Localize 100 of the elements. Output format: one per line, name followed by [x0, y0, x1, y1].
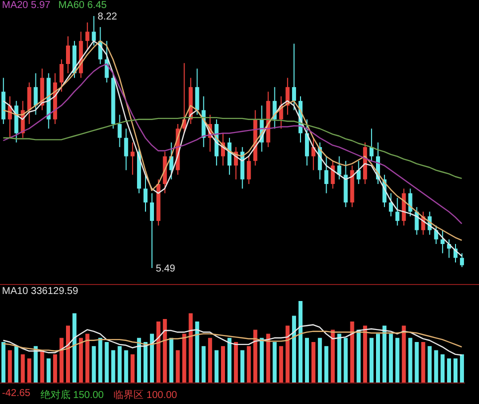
candlestick — [337, 156, 342, 180]
bar — [344, 338, 348, 383]
bar — [27, 358, 32, 383]
candlestick — [434, 225, 438, 244]
bar — [20, 354, 25, 383]
bar — [208, 338, 212, 383]
candlestick — [195, 68, 200, 116]
bar — [169, 338, 174, 383]
candlestick — [246, 156, 251, 184]
text: MA10 336129.59 — [2, 286, 78, 297]
bar — [356, 330, 361, 383]
bar — [414, 342, 419, 383]
bar — [156, 322, 160, 383]
bar — [66, 326, 70, 383]
bar — [14, 346, 18, 383]
bar — [324, 346, 328, 383]
annotation: 5.49 — [156, 264, 176, 275]
bar — [388, 334, 393, 383]
bar — [434, 350, 438, 383]
text: MA20 5.97 — [2, 0, 50, 11]
bar — [202, 346, 206, 383]
text: 绝对底 150.00 — [40, 388, 104, 402]
candlestick — [150, 192, 154, 268]
bar — [266, 334, 270, 383]
candlestick — [60, 58, 64, 92]
bar — [370, 338, 374, 383]
candlestick — [408, 188, 412, 217]
bar — [408, 338, 412, 383]
bar — [188, 313, 193, 383]
bar — [460, 354, 464, 383]
bar — [92, 346, 96, 383]
bar — [85, 334, 90, 383]
bar — [454, 358, 458, 383]
candlestick — [440, 230, 445, 254]
bar — [162, 319, 167, 383]
bar — [337, 334, 342, 383]
candlestick — [130, 142, 135, 176]
bar — [40, 350, 44, 383]
bar — [72, 313, 76, 383]
bar — [182, 334, 186, 383]
bar — [253, 330, 258, 383]
candlestick — [460, 252, 464, 268]
candlestick — [27, 82, 32, 124]
bar — [402, 326, 406, 383]
candlestick — [356, 160, 361, 184]
text: -42.65 — [2, 388, 30, 401]
bar — [350, 322, 354, 383]
bar — [246, 346, 251, 383]
bar — [363, 326, 368, 383]
bar — [234, 342, 238, 383]
bar — [53, 354, 58, 383]
bar — [150, 334, 154, 383]
bar — [304, 338, 309, 383]
bar — [34, 346, 38, 383]
bar — [272, 342, 277, 383]
bar — [428, 346, 432, 383]
candlestick — [124, 128, 128, 171]
bar — [46, 358, 51, 383]
bar — [98, 338, 102, 383]
bar — [318, 338, 322, 383]
bar — [279, 346, 284, 383]
bar — [298, 301, 303, 383]
bar — [447, 358, 452, 383]
bar — [382, 326, 386, 383]
bar — [124, 350, 128, 383]
candlestick — [292, 43, 296, 111]
candlestick — [324, 156, 328, 194]
candlestick — [118, 114, 122, 148]
candlestick — [144, 174, 148, 212]
candlestick — [92, 16, 96, 46]
bar — [330, 330, 335, 383]
bar — [376, 334, 380, 383]
bar — [104, 342, 109, 383]
bar — [111, 350, 116, 383]
bar — [421, 342, 426, 383]
bar — [221, 346, 226, 383]
candlestick — [370, 128, 374, 162]
bar — [1, 342, 6, 383]
bar — [311, 342, 316, 383]
bar — [176, 350, 180, 383]
bar — [260, 338, 264, 383]
text: 临界区 100.00 — [114, 389, 178, 402]
candlestick — [66, 36, 70, 74]
candlestick — [304, 118, 309, 166]
bar — [78, 338, 83, 383]
bar — [137, 338, 142, 383]
bar — [60, 338, 64, 383]
bar — [440, 354, 445, 383]
candlestick — [395, 197, 400, 226]
bar — [227, 338, 232, 383]
bar — [8, 350, 12, 383]
bar — [144, 342, 148, 383]
bar — [130, 354, 135, 383]
candlestick — [388, 192, 393, 217]
annotation: 8.22 — [98, 12, 118, 23]
bar — [118, 346, 122, 383]
bar — [214, 350, 219, 383]
bar — [395, 338, 400, 383]
bar — [286, 326, 290, 383]
bar — [195, 322, 200, 383]
